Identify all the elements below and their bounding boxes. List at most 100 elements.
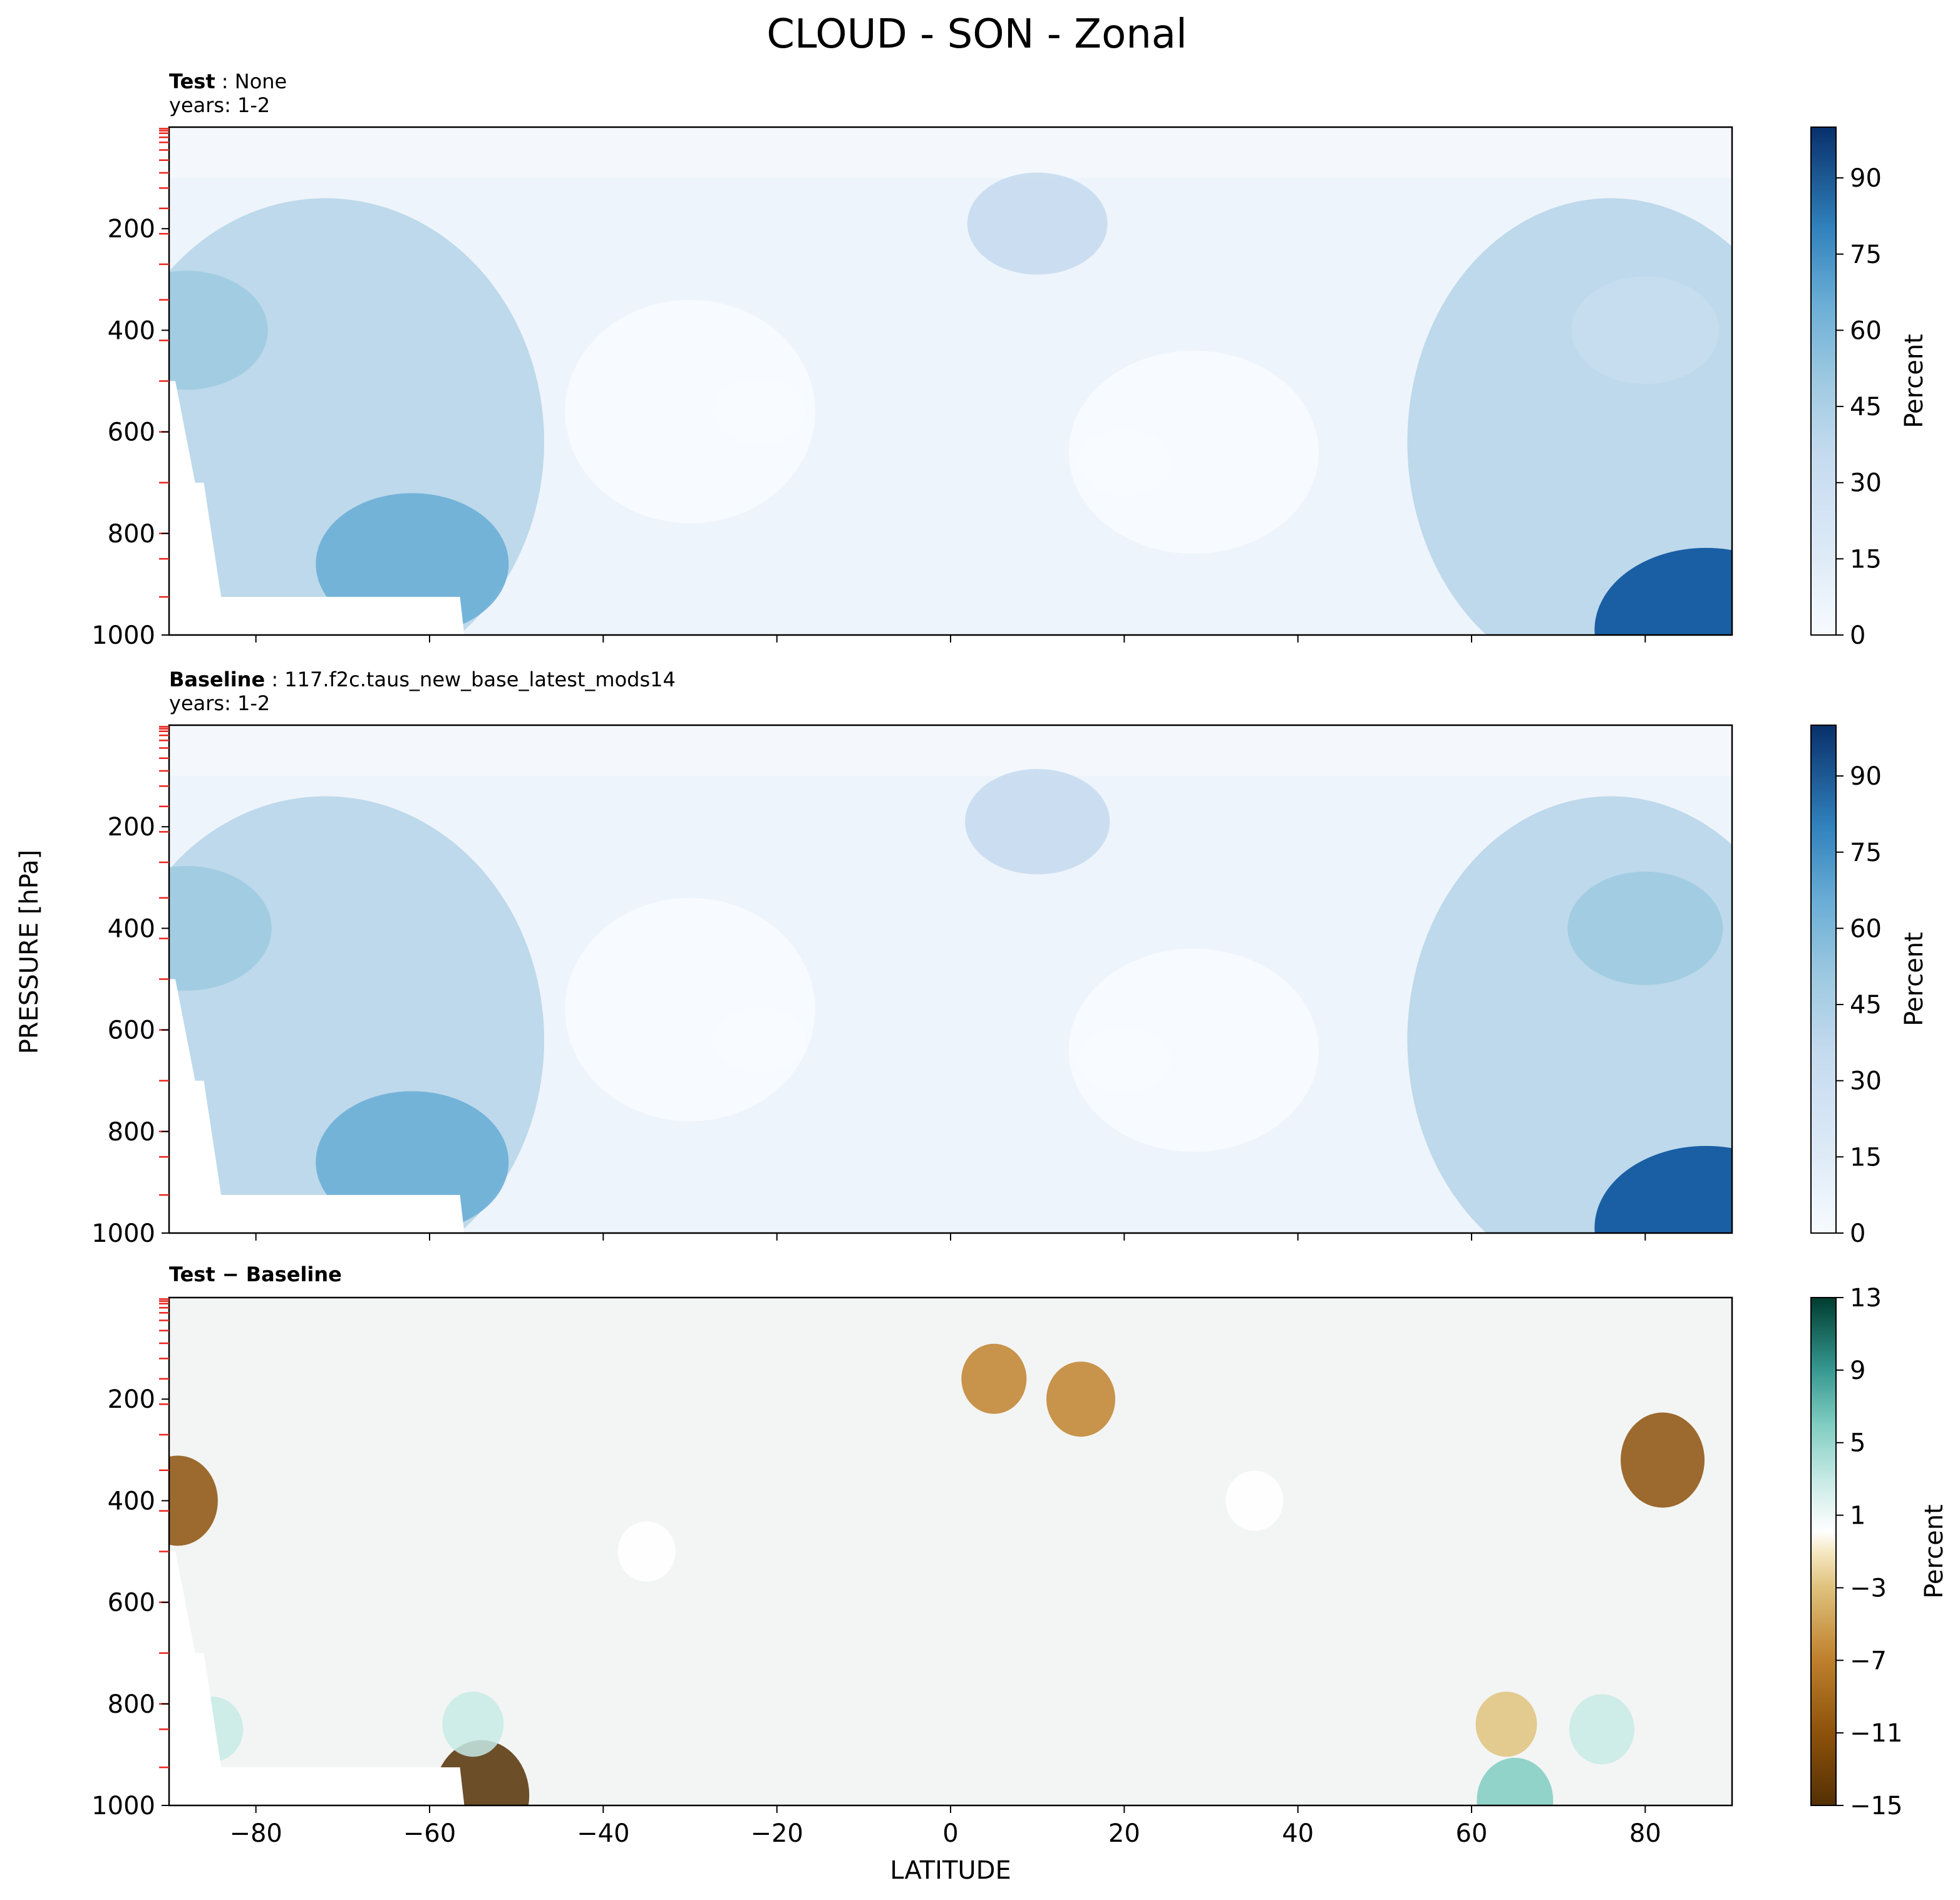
panel-title: Test : None <box>169 70 287 93</box>
colorbar-tick-label: 5 <box>1850 1429 1865 1458</box>
colorbar-tick-label: 45 <box>1850 991 1882 1020</box>
colorbar-label: Percent <box>1900 932 1929 1026</box>
upper-band <box>169 725 1732 777</box>
y-tick-label: 400 <box>108 1487 155 1515</box>
y-tick-label: 800 <box>108 520 155 549</box>
contour-feature-9 <box>442 1691 504 1757</box>
colorbar-tick-label: 9 <box>1850 1356 1865 1385</box>
colorbar-tick-label: 60 <box>1850 914 1882 943</box>
contour-feature-4 <box>1225 1470 1284 1531</box>
contour-feature-1 <box>1621 1412 1705 1508</box>
contour-feature-4 <box>1571 276 1720 385</box>
colorbar <box>1810 126 1837 636</box>
contour-feature-7 <box>1569 1694 1634 1765</box>
panel-years: years: 1-2 <box>169 93 270 117</box>
nh-subtropic-clear <box>1068 948 1319 1152</box>
contour-feature-1 <box>1594 547 1732 635</box>
topography-mask <box>169 1551 465 1805</box>
x-tick-label: 20 <box>1108 1819 1140 1848</box>
colorbar-tick-label: −15 <box>1850 1792 1902 1820</box>
panel-title-sep: : <box>265 668 284 691</box>
panel-title-value: Baseline <box>246 1262 342 1286</box>
x-tick-label: −20 <box>750 1819 803 1848</box>
colorbar-tick-label: 15 <box>1850 545 1882 574</box>
colorbar-tick-label: 90 <box>1850 164 1882 193</box>
colorbar-tick-label: −7 <box>1850 1646 1887 1675</box>
topography-mask <box>169 381 465 635</box>
contour-feature-10 <box>617 1521 676 1582</box>
topography-mask <box>169 979 465 1233</box>
x-tick-label: −80 <box>229 1819 282 1848</box>
colorbar-tick-label: 30 <box>1850 1067 1882 1096</box>
colorbar-tick-label: 90 <box>1850 762 1882 791</box>
panel-title: Test − Baseline <box>169 1262 342 1286</box>
panel-difference: 200 400 600 800 1000 −80 −60 −40 −20 0 20 40 60 80 Tes… <box>91 1262 1949 1848</box>
y-axis-label: PRESSURE [hPa] <box>15 850 44 1054</box>
upper-band <box>169 127 1732 178</box>
colorbar-tick-label: −3 <box>1850 1574 1887 1603</box>
panel-title-value: 117.f2c.taus_new_base_latest_mods14 <box>284 668 676 691</box>
y-tick-label: 1000 <box>91 1792 155 1820</box>
colorbar-tick-label: 13 <box>1850 1284 1882 1313</box>
contour-feature-2 <box>1046 1361 1115 1437</box>
y-tick-label: 1000 <box>91 1219 155 1248</box>
contour-feature-5 <box>713 1006 807 1074</box>
colorbar-tick-label: 15 <box>1850 1143 1882 1172</box>
contour-feature-5 <box>713 378 807 445</box>
panel-title-label: Test <box>169 70 215 93</box>
contour-feature-6 <box>1477 1757 1554 1805</box>
colorbar-label: Percent <box>1900 334 1929 428</box>
contour-fields <box>169 127 1732 635</box>
contour-feature-3 <box>961 1343 1027 1414</box>
colorbar-tick-label: 45 <box>1850 393 1882 421</box>
contour-feature-2 <box>965 768 1110 875</box>
y-tick-label: 400 <box>108 316 155 345</box>
colorbar-tick-label: −11 <box>1850 1719 1902 1748</box>
x-tick-label: 80 <box>1629 1819 1661 1848</box>
field-background <box>169 1298 1732 1805</box>
y-tick-label: 200 <box>108 1385 155 1414</box>
x-tick-label: 60 <box>1456 1819 1488 1848</box>
panel-title: Baseline : 117.f2c.taus_new_base_latest_… <box>169 668 676 691</box>
colorbar <box>1810 725 1837 1234</box>
colorbar-tick-label: 1 <box>1850 1502 1865 1531</box>
x-axis-label: LATITUDE <box>890 1856 1011 1885</box>
colorbar-tick-label: 75 <box>1850 240 1882 269</box>
contour-fields <box>169 725 1732 1233</box>
contour-feature-11 <box>1475 1691 1537 1757</box>
contour-feature-1 <box>1594 1145 1732 1233</box>
contour-fields <box>169 1343 1705 1805</box>
panel-title-sep: : <box>215 70 235 93</box>
x-tick-label: −60 <box>403 1819 456 1848</box>
y-tick-label: 600 <box>108 1016 155 1045</box>
y-tick-label: 800 <box>108 1118 155 1147</box>
panel-title-label: Test <box>169 1262 215 1286</box>
colorbar-tick-label: 0 <box>1850 1219 1865 1248</box>
panel-years: years: 1-2 <box>169 691 270 715</box>
y-tick-label: 600 <box>108 418 155 447</box>
colorbar-tick-label: 0 <box>1850 621 1865 650</box>
colorbar-label: Percent <box>1920 1504 1949 1599</box>
x-tick-label: 40 <box>1282 1819 1314 1848</box>
figure-title: CLOUD - SON - Zonal <box>766 11 1187 58</box>
panel-title-sep: − <box>215 1262 246 1286</box>
contour-feature-3 <box>169 271 268 390</box>
contour-feature-3 <box>169 865 272 991</box>
y-tick-label: 200 <box>108 813 155 842</box>
x-tick-label: 0 <box>942 1819 958 1848</box>
y-tick-label: 400 <box>108 914 155 943</box>
nh-subtropic-clear <box>1068 350 1319 554</box>
contour-feature-0 <box>169 1455 218 1546</box>
y-tick-label: 600 <box>108 1589 155 1618</box>
y-tick-label: 1000 <box>91 621 155 650</box>
contour-feature-4 <box>1567 871 1723 985</box>
contour-feature-6 <box>1077 1026 1172 1094</box>
panel-title-label: Baseline <box>169 668 265 691</box>
colorbar <box>1810 1297 1837 1806</box>
x-tick-label: −40 <box>577 1819 629 1848</box>
sh-subtropic-clear <box>565 299 815 524</box>
